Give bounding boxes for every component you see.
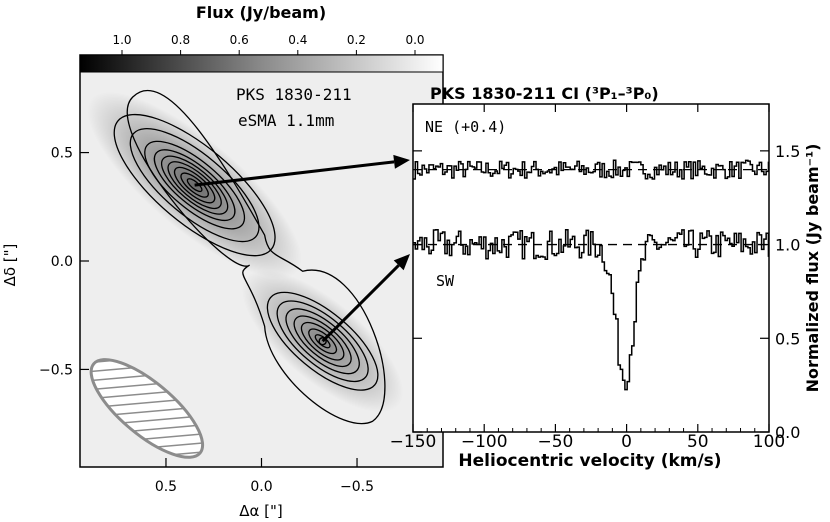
colorbar: Flux (Jy/beam) 1.0 0.8 0.6 0.4 0.2 0.0 [79,3,444,73]
colorbar-bar [79,54,444,73]
ne-contour [167,161,222,210]
spectrum-xtick-label: −150 [390,432,437,452]
map-ytick-label: −0.5 [39,362,73,378]
colorbar-ticks: 1.0 0.8 0.6 0.4 0.2 0.0 [112,33,425,55]
spectrum-xtick-label: −100 [461,432,508,452]
map-xlabel: Δα ["] [239,502,283,520]
spectrum-ytick-label: 1.5 [775,142,800,161]
ne-contour [186,178,203,193]
series-ne-line [413,159,770,180]
spectrum-ytick-label: 1.0 [775,236,800,255]
sw-contour [276,300,369,383]
ne-contour [129,128,260,243]
ne-contour [153,149,236,222]
map-ylabel: Δδ ["] [1,244,19,287]
map-ytick-label: 0.0 [51,254,73,270]
component-arrows [194,154,410,346]
ne-contour [113,113,276,257]
arrow-sw-head [393,254,410,271]
map-xtick-label: 0.0 [250,479,272,495]
series-sw-label: SW [436,272,455,290]
spectrum-ytick-label: 0.0 [775,423,800,442]
arrow-sw [321,264,400,343]
spectrum-xlabel: Heliocentric velocity (km/s) [458,451,721,471]
map-title: PKS 1830-211 [236,85,352,104]
series-sw-line [413,229,770,391]
arrow-ne [194,160,395,187]
colorbar-tick-label: 0.0 [405,33,424,47]
spectrum-title: PKS 1830-211 CI (³P₁–³P₀) [430,84,659,103]
spectrum-ytick-label: 0.5 [775,329,800,348]
colorbar-tick-label: 0.6 [230,33,249,47]
spectrum-ylabel: Normalized flux (Jy beam⁻¹) [803,144,822,393]
map-subtitle: eSMA 1.1mm [238,111,334,130]
map-ytick-label: 0.5 [51,146,73,162]
map-xtick-label: −0.5 [340,479,374,495]
joint-contour [126,89,386,424]
arrow-ne-head [393,154,410,169]
colorbar-tick-label: 0.2 [347,33,366,47]
series-ne-label: NE (+0.4) [425,118,506,136]
map-ticks: 0.5 0.0 −0.5 0.5 0.0 −0.5 [39,146,374,495]
spectrum-xtick-label: 50 [687,432,709,452]
ne-contour [161,155,229,215]
beam-ellipse [89,358,205,459]
ne-contour [180,172,209,198]
sw-marker [318,336,327,346]
spectrum-xtick-label: 0 [621,432,632,452]
colorbar-tick-label: 0.8 [171,33,190,47]
spectrum-xtick-label: 100 [753,432,785,452]
sw-contour [266,291,379,391]
ne-contour [173,166,216,204]
contours [113,89,386,424]
sw-contour [285,308,360,375]
ne-contour [144,140,246,230]
spectrum-xtick-label: −50 [537,432,573,452]
map-xtick-label: 0.5 [155,479,177,495]
colorbar-tick-label: 1.0 [112,33,131,47]
colorbar-label: Flux (Jy/beam) [196,3,326,22]
spectrum-frame [412,103,770,433]
colorbar-tick-label: 0.4 [288,33,307,47]
